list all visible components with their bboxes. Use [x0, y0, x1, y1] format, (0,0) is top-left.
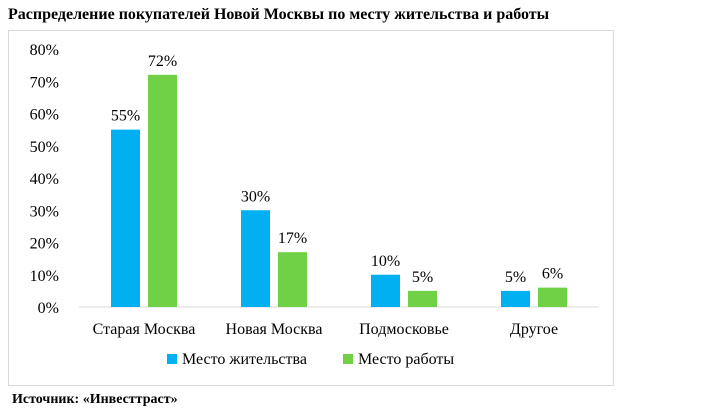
bar — [371, 274, 400, 307]
x-tick-label: Подмосковье — [359, 321, 449, 338]
y-tick-label: 40% — [30, 171, 59, 188]
y-tick-label: 60% — [30, 107, 59, 124]
legend-label: Место работы — [358, 351, 454, 368]
bar — [538, 287, 567, 307]
chart-title: Распределение покупателей Новой Москвы п… — [8, 6, 550, 23]
bar-chart: 0% 10% 20% 30% 40% 50% 60% 70% 80% 55% 72% 30% 17% 1… — [30, 42, 599, 368]
data-label: 30% — [241, 188, 270, 205]
bar — [501, 290, 530, 307]
y-axis: 0% 10% 20% 30% 40% 50% 60% 70% 80% — [30, 42, 599, 317]
legend-label: Место жительства — [182, 351, 307, 368]
legend-swatch — [343, 354, 353, 364]
y-tick-label: 30% — [30, 203, 59, 220]
data-label: 72% — [148, 53, 177, 70]
bar — [278, 252, 307, 307]
legend: Место жительства Место работы — [167, 351, 454, 368]
x-tick-label: Новая Москва — [226, 321, 323, 338]
x-tick-label: Старая Москва — [93, 321, 196, 338]
data-label: 6% — [542, 266, 563, 283]
y-tick-label: 10% — [30, 268, 59, 285]
data-label: 17% — [278, 230, 307, 247]
bars — [111, 74, 567, 307]
bar — [148, 74, 177, 307]
bar — [111, 129, 140, 307]
x-axis: Старая Москва Новая Москва Подмосковье Друг… — [93, 321, 558, 338]
data-label: 5% — [505, 269, 526, 286]
bar — [241, 210, 270, 307]
y-tick-label: 80% — [30, 42, 59, 59]
bar — [408, 290, 437, 307]
chart-area: 0% 10% 20% 30% 40% 50% 60% 70% 80% 55% 72% 30% 17% 1… — [8, 30, 614, 386]
y-tick-label: 70% — [30, 74, 59, 91]
legend-swatch — [167, 354, 177, 364]
data-label: 10% — [371, 253, 400, 270]
data-label: 55% — [111, 108, 140, 125]
source-note: Источник: «Инвесттраст» — [12, 392, 178, 407]
data-labels: 55% 72% 30% 17% 10% 5% 5% 6% — [111, 53, 563, 286]
data-label: 5% — [412, 269, 433, 286]
y-tick-label: 0% — [38, 300, 59, 317]
x-tick-label: Другое — [510, 321, 558, 338]
y-tick-label: 20% — [30, 236, 59, 253]
y-tick-label: 50% — [30, 139, 59, 156]
